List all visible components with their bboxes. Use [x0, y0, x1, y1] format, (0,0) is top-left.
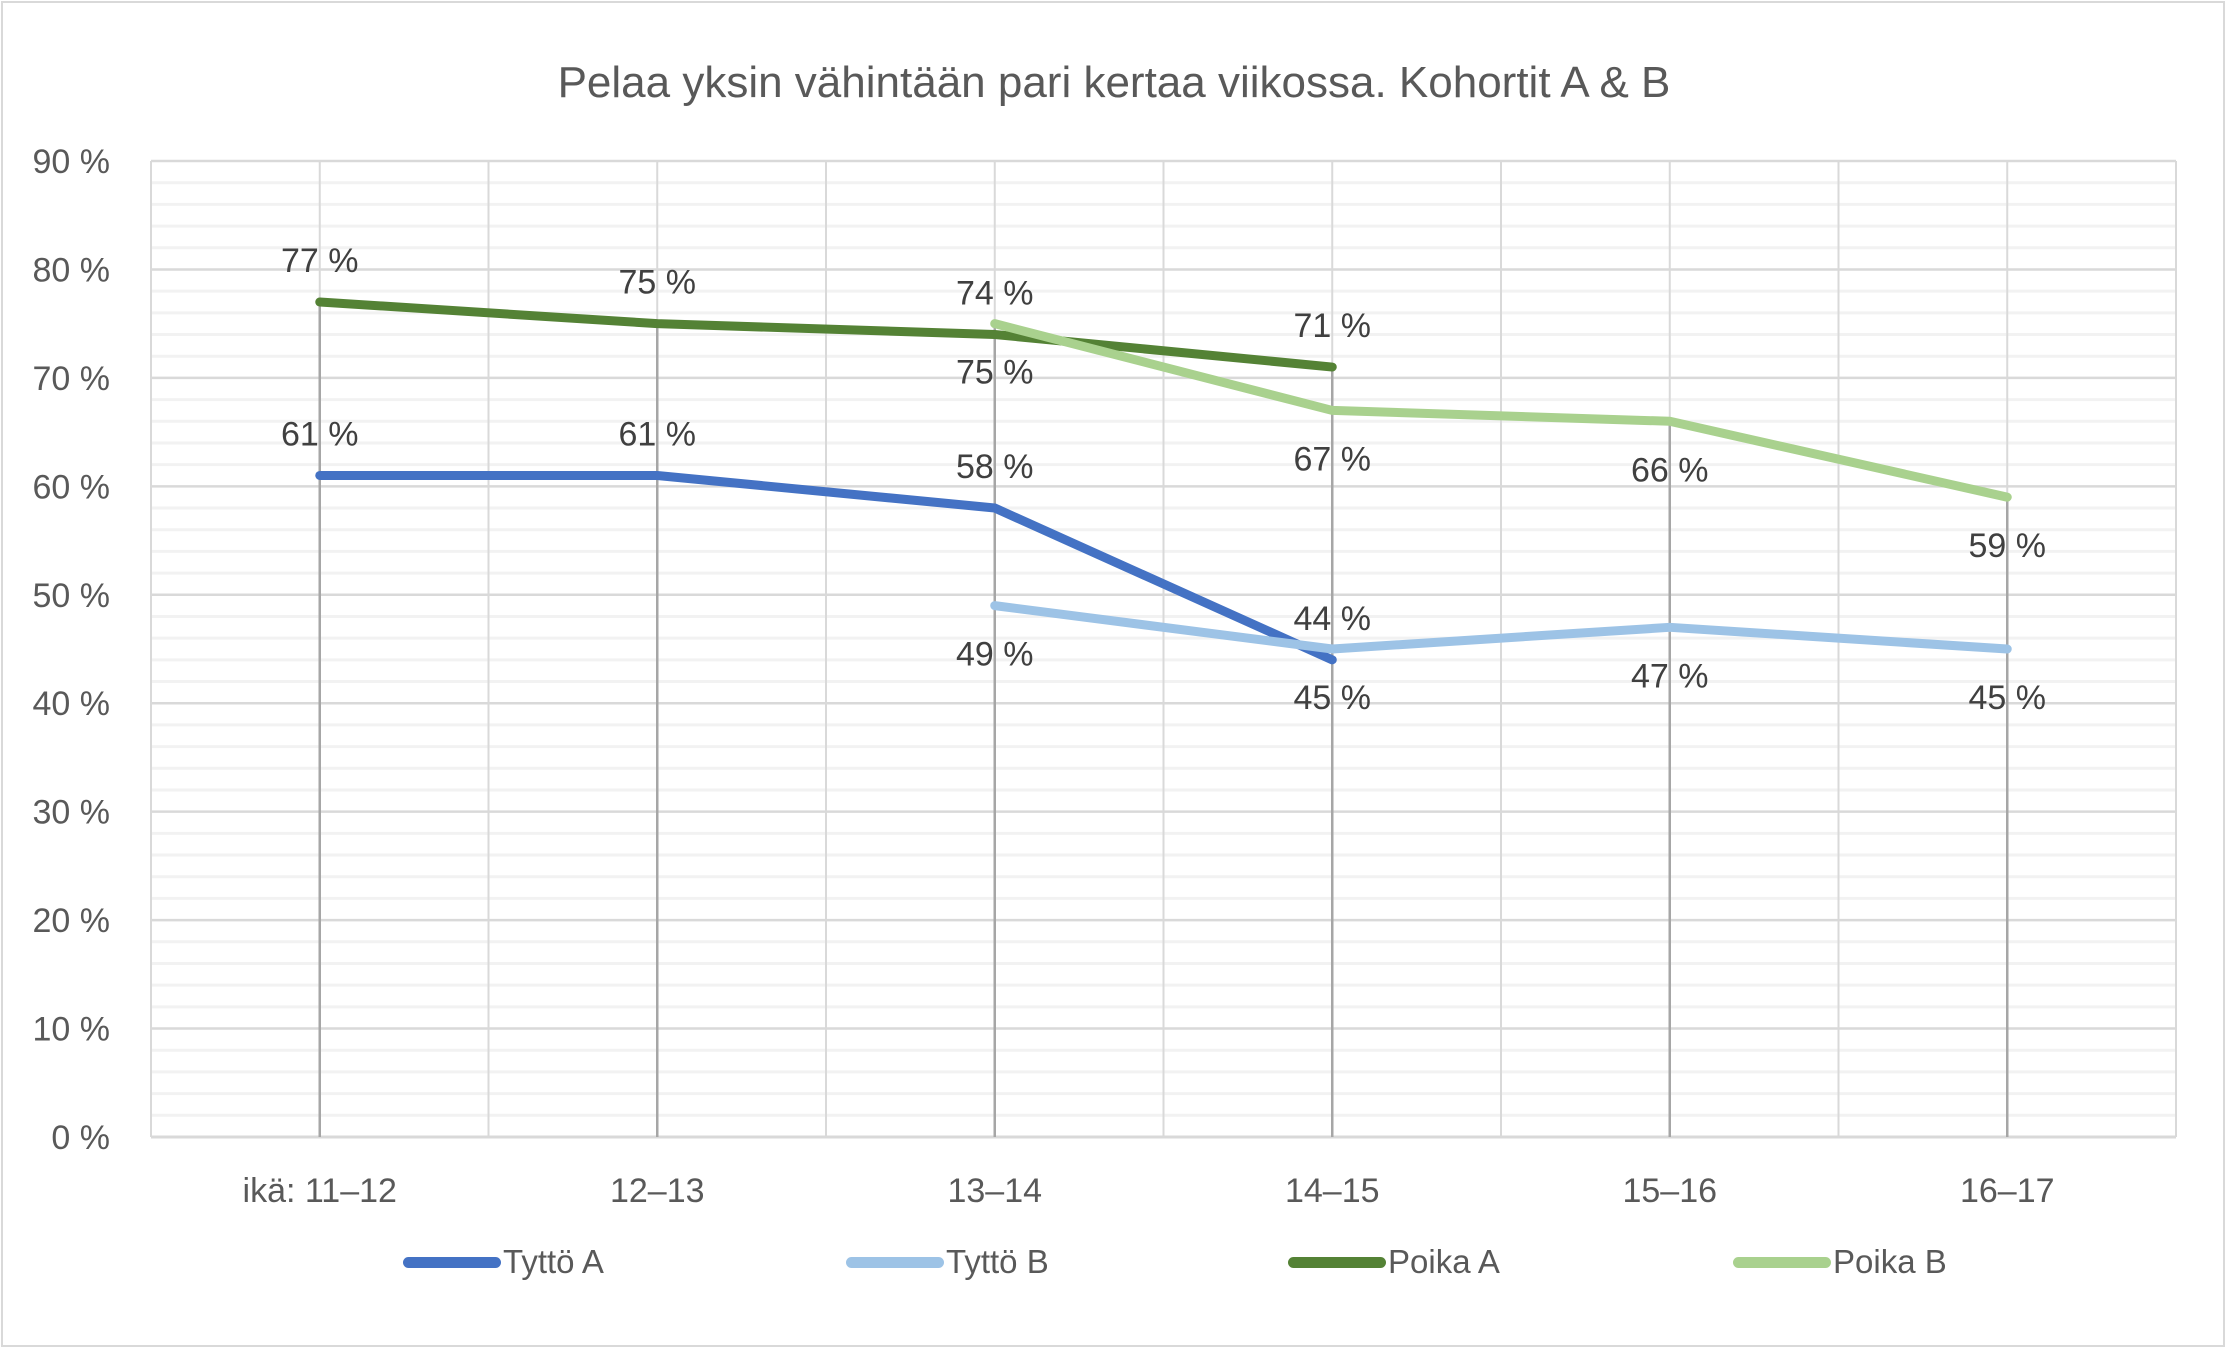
legend-swatch — [846, 1256, 944, 1268]
y-tick-label: 10 % — [33, 1011, 111, 1049]
legend: Tyttö A Tyttö B Poika A Poika B — [0, 1243, 2228, 1293]
y-tick-label: 60 % — [33, 468, 111, 506]
data-label: 77 % — [281, 242, 359, 280]
data-label: 61 % — [619, 415, 697, 453]
data-label: 75 % — [956, 354, 1034, 392]
legend-label: Poika B — [1833, 1243, 1947, 1280]
data-label: 67 % — [1294, 440, 1372, 478]
data-label: 75 % — [619, 264, 697, 302]
y-tick-label: 80 % — [33, 251, 111, 289]
legend-item: Tyttö A — [403, 1243, 604, 1281]
data-label: 45 % — [1294, 679, 1372, 717]
legend-swatch — [1733, 1256, 1831, 1268]
data-label: 74 % — [956, 275, 1034, 313]
x-tick-label: 15–16 — [1622, 1172, 1717, 1210]
x-tick-label: 12–13 — [610, 1172, 705, 1210]
data-label: 49 % — [956, 636, 1034, 674]
legend-swatch — [1288, 1256, 1386, 1268]
chart-title: Pelaa yksin vähintään pari kertaa viikos… — [557, 58, 1671, 107]
legend-item: Poika A — [1288, 1243, 1500, 1281]
legend-item: Tyttö B — [846, 1243, 1049, 1281]
x-tick-label: 16–17 — [1960, 1172, 2055, 1210]
x-tick-label: ikä: 11–12 — [243, 1172, 397, 1210]
y-tick-label: 20 % — [33, 902, 111, 940]
legend-label: Poika A — [1388, 1243, 1500, 1280]
data-label: 61 % — [281, 415, 359, 453]
series-line-poika-b — [990, 319, 2012, 502]
legend-label: Tyttö A — [503, 1243, 604, 1280]
y-tick-label: 40 % — [33, 685, 111, 723]
y-tick-label: 50 % — [33, 577, 111, 615]
y-tick-label: 30 % — [33, 794, 111, 832]
legend-item: Poika B — [1733, 1243, 1947, 1281]
series-line-tyttö-a — [315, 470, 1337, 665]
legend-label: Tyttö B — [946, 1243, 1049, 1280]
y-tick-label: 70 % — [33, 360, 111, 398]
data-label: 58 % — [956, 448, 1034, 486]
data-label: 44 % — [1294, 600, 1372, 638]
data-label: 66 % — [1631, 451, 1709, 489]
data-label: 45 % — [1969, 679, 2047, 717]
y-tick-label: 0 % — [51, 1119, 110, 1157]
series-line-poika-a — [315, 297, 1337, 372]
legend-swatch — [403, 1256, 501, 1268]
y-tick-label: 90 % — [33, 143, 111, 181]
series-line-tyttö-b — [990, 601, 2012, 654]
x-tick-label: 13–14 — [947, 1172, 1042, 1210]
data-label: 71 % — [1294, 307, 1372, 345]
data-label: 47 % — [1631, 657, 1709, 695]
data-label: 59 % — [1969, 527, 2047, 565]
x-tick-label: 14–15 — [1285, 1172, 1380, 1210]
